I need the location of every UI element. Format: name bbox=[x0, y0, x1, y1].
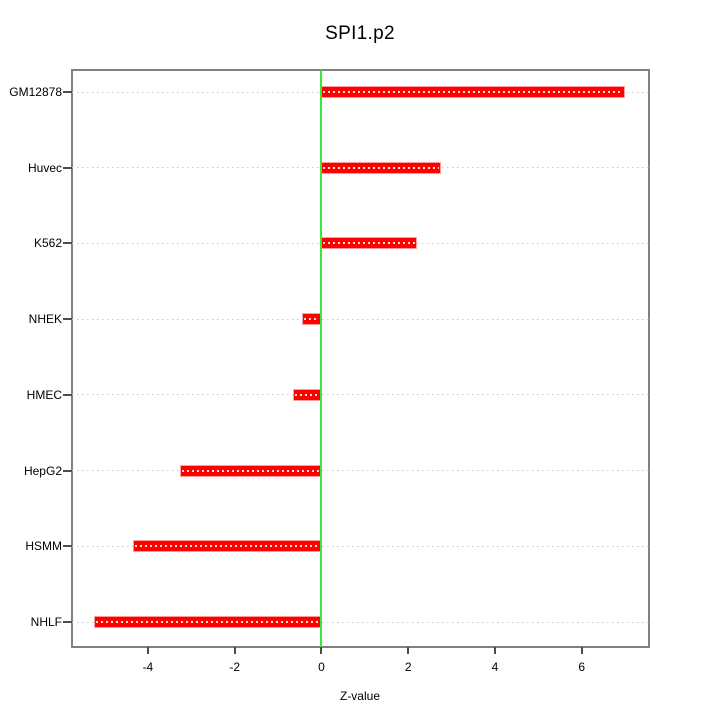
bar bbox=[293, 388, 322, 401]
chart-title: SPI1.p2 bbox=[325, 23, 395, 44]
y-tick-label: HSMM bbox=[25, 539, 62, 554]
y-tick bbox=[63, 621, 72, 623]
x-tick-label: -4 bbox=[142, 660, 154, 674]
y-tick-label: Huvec bbox=[27, 160, 62, 175]
y-tick bbox=[63, 469, 72, 472]
x-tick-label: 2 bbox=[404, 660, 412, 674]
y-tick-label: HMEC bbox=[26, 387, 62, 402]
y-tick bbox=[63, 393, 72, 396]
y-tick bbox=[63, 318, 72, 321]
x-tick bbox=[407, 647, 410, 654]
gridline bbox=[72, 394, 649, 396]
y-tick-label: K562 bbox=[33, 236, 62, 251]
x-tick-label: 6 bbox=[578, 660, 586, 674]
y-tick bbox=[63, 91, 72, 93]
bar bbox=[321, 161, 441, 174]
plot-area bbox=[71, 69, 650, 648]
x-axis-label: Z-value bbox=[339, 689, 380, 703]
x-tick-label: -2 bbox=[229, 660, 241, 674]
gridline bbox=[72, 318, 649, 320]
bar-center-dots bbox=[182, 469, 320, 472]
y-tick bbox=[63, 166, 72, 169]
x-tick-label: 4 bbox=[491, 660, 499, 674]
y-tick-label: HepG2 bbox=[23, 463, 62, 478]
bar-center-dots bbox=[323, 242, 415, 245]
bar bbox=[301, 313, 322, 326]
bar bbox=[93, 616, 322, 628]
bar bbox=[321, 86, 626, 98]
bar bbox=[180, 464, 322, 477]
x-tick bbox=[580, 647, 583, 654]
gridline bbox=[72, 545, 649, 547]
x-tick bbox=[320, 647, 323, 654]
y-tick bbox=[63, 545, 72, 548]
gridline bbox=[72, 470, 649, 472]
bar-center-dots bbox=[303, 318, 320, 321]
bar bbox=[132, 540, 322, 553]
bar bbox=[321, 237, 417, 250]
bar-center-dots bbox=[323, 91, 624, 93]
x-tick bbox=[493, 647, 496, 654]
y-tick-label: NHEK bbox=[28, 312, 62, 327]
y-tick-label: NHLF bbox=[30, 615, 62, 629]
bar-center-dots bbox=[95, 621, 320, 623]
x-tick-label: 0 bbox=[318, 660, 325, 674]
bar-center-dots bbox=[323, 166, 439, 169]
y-tick-label: GM12878 bbox=[9, 85, 62, 99]
bar-center-dots bbox=[295, 393, 320, 396]
zero-reference-line bbox=[320, 70, 323, 647]
x-tick bbox=[233, 647, 236, 654]
gridline bbox=[72, 621, 649, 623]
y-tick bbox=[63, 242, 72, 245]
bar-center-dots bbox=[134, 545, 320, 548]
x-tick bbox=[146, 647, 149, 654]
